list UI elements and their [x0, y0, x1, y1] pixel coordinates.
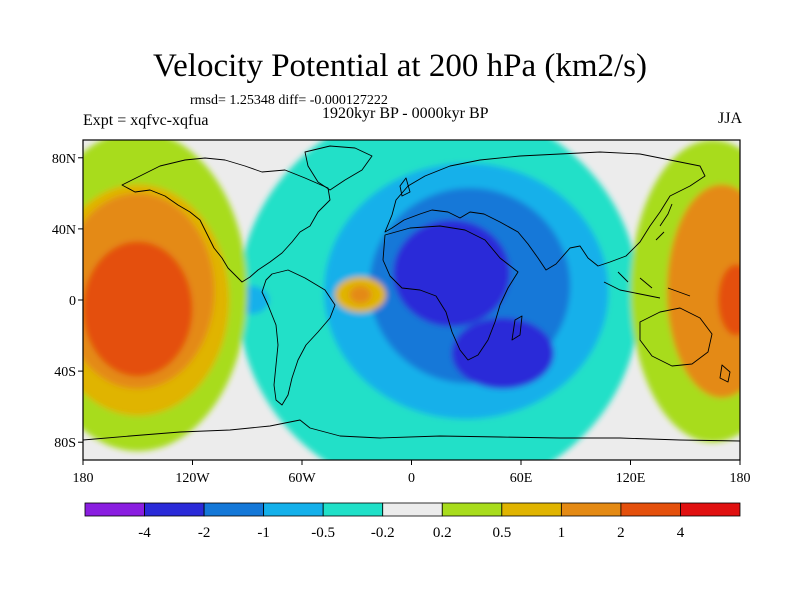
coast-indonesia: [603, 271, 691, 299]
x-axis: 180 120W 60W 0 60E 120E 180: [73, 460, 751, 486]
x-tick-label-5: 120E: [616, 471, 646, 486]
colorbar-box-8: [560, 502, 622, 517]
y-tick-label-1: 40N: [52, 223, 76, 238]
coast-japan: [655, 203, 673, 241]
x-tick-label-4: 60E: [510, 471, 533, 486]
colorbar-label-1: -2: [198, 525, 211, 541]
coast-british-isles: [399, 177, 411, 197]
coast-greenland: [304, 145, 373, 191]
colorbar-label-4: -0.2: [371, 525, 395, 541]
colorbar-label-9: 4: [677, 525, 685, 541]
colorbar-label-5: 0.2: [433, 525, 452, 541]
field-blob-14: [667, 184, 740, 398]
y-tick-label-2: 0: [69, 294, 76, 309]
x-tick-label-1: 120W: [175, 471, 210, 486]
colorbar-label-8: 2: [617, 525, 625, 541]
rmsd-diff-label: rmsd= 1.25348 diff= -0.000127222: [190, 93, 388, 108]
colorbar-box-0: [84, 502, 145, 517]
coast-eurasia: [384, 151, 706, 271]
coast-south-america: [261, 269, 336, 406]
colorbar-box-2: [203, 502, 265, 517]
colorbar-box-6: [441, 502, 503, 517]
colorbar-box-10: [680, 502, 741, 517]
coast-australia: [639, 307, 713, 367]
colorbar-label-6: 0.5: [492, 525, 511, 541]
colorbar: -4 -2 -1 -0.5 -0.2 0.2 0.5 1 2 4: [84, 502, 741, 541]
season-label: JJA: [717, 110, 742, 127]
field-blob-15: [718, 264, 740, 336]
coastlines: [83, 145, 740, 442]
colorbar-label-7: 1: [558, 525, 566, 541]
coast-africa: [382, 225, 519, 361]
field-blob-8: [349, 285, 372, 304]
field-blob-12: [83, 241, 193, 377]
colorbar-box-1: [144, 502, 205, 517]
x-tick-label-6: 180: [730, 471, 751, 486]
x-tick-label-3: 0: [408, 471, 415, 486]
field-blob-3: [393, 220, 511, 327]
colorbar-label-3: -0.5: [311, 525, 335, 541]
coast-new-zealand: [719, 364, 731, 383]
x-tick-label-2: 60W: [288, 471, 316, 486]
colorbar-box-3: [263, 502, 324, 517]
colorbar-label-2: -1: [257, 525, 270, 541]
y-tick-label-3: 40S: [54, 365, 76, 380]
colorbar-box-7: [501, 502, 562, 517]
y-tick-label-0: 80N: [52, 152, 76, 167]
coast-north-america: [121, 157, 331, 283]
colorbar-box-9: [620, 502, 681, 517]
period-label: 1920kyr BP - 0000kyr BP: [322, 105, 489, 122]
coast-madagascar: [511, 315, 523, 341]
experiment-label: Expt = xqfvc-xqfua: [83, 112, 209, 129]
map-title: Velocity Potential at 200 hPa (km2/s): [152, 48, 648, 84]
y-axis: 80N 40N 0 40S 80S: [52, 152, 83, 451]
coast-antarctica: [83, 419, 740, 442]
x-tick-label-0: 180: [73, 471, 94, 486]
colorbar-box-4: [322, 502, 384, 517]
field-blob-4: [451, 317, 554, 389]
colorbar-box-5: [382, 502, 443, 517]
colorbar-label-0: -4: [138, 525, 151, 541]
y-tick-label-4: 80S: [54, 436, 76, 451]
